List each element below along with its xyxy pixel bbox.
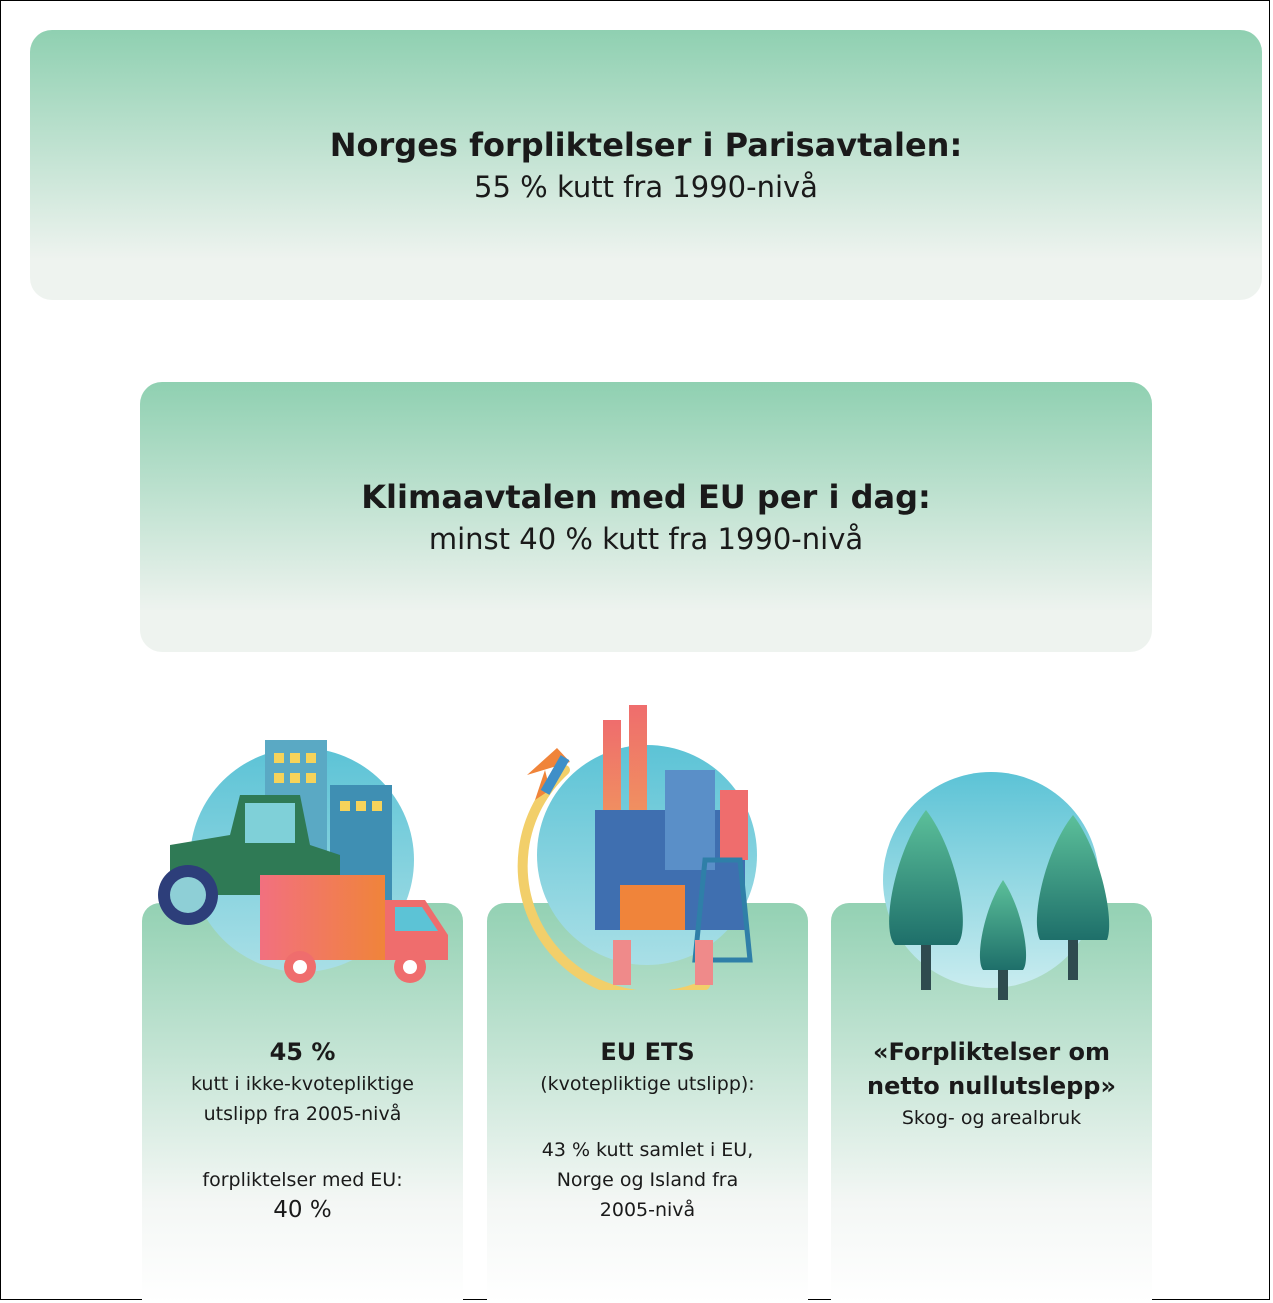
decor-rect bbox=[274, 753, 284, 763]
paris-box: Norges forpliktelser i Parisavtalen: 55 … bbox=[30, 30, 1262, 300]
decor-rect bbox=[613, 940, 631, 985]
card-title: 45 % bbox=[142, 1035, 463, 1069]
illustration-forest bbox=[875, 760, 1115, 1010]
card-text: kutt i ikke-kvotepliktige bbox=[142, 1069, 463, 1099]
spacer bbox=[142, 1129, 463, 1165]
decor-rect bbox=[260, 875, 385, 960]
decor-rect bbox=[356, 801, 366, 811]
decor-rect bbox=[372, 801, 382, 811]
decor-rect bbox=[274, 773, 284, 783]
page: Norges forpliktelser i Parisavtalen: 55 … bbox=[0, 0, 1273, 1294]
card-text: utslipp fra 2005-nivå bbox=[142, 1099, 463, 1129]
decor-rect bbox=[290, 773, 300, 783]
card-text: Skog- og arealbruk bbox=[831, 1103, 1152, 1133]
card-title: EU ETS bbox=[487, 1035, 808, 1069]
card-title: «Forpliktelser om bbox=[831, 1035, 1152, 1069]
decor-rect bbox=[340, 801, 350, 811]
decor-rect bbox=[620, 885, 685, 930]
spacer bbox=[487, 1099, 808, 1135]
eu-title: Klimaavtalen med EU per i dag: bbox=[140, 475, 1152, 519]
paris-title: Norges forpliktelser i Parisavtalen: bbox=[30, 123, 1262, 167]
decor-rect bbox=[306, 753, 316, 763]
eu-subtitle: minst 40 % kutt fra 1990-nivå bbox=[140, 519, 1152, 559]
decor-rect bbox=[665, 770, 715, 870]
decor-rect bbox=[695, 940, 713, 985]
card-title: netto nullutslepp» bbox=[831, 1069, 1152, 1103]
decor-rect bbox=[720, 790, 748, 860]
eu-box: Klimaavtalen med EU per i dag: minst 40 … bbox=[140, 382, 1152, 652]
decor-rect bbox=[290, 753, 300, 763]
decor-circle bbox=[403, 960, 417, 974]
decor-rect bbox=[245, 803, 295, 843]
decor-circle bbox=[170, 877, 206, 913]
card-note: forpliktelser med EU: bbox=[142, 1165, 463, 1195]
decor-circle bbox=[293, 960, 307, 974]
paris-subtitle: 55 % kutt fra 1990-nivå bbox=[30, 167, 1262, 207]
decor-rect bbox=[306, 773, 316, 783]
card-text: (kvotepliktige utslipp): bbox=[487, 1069, 808, 1099]
card-note: Norge og Island fra bbox=[487, 1165, 808, 1195]
illustration-transport bbox=[150, 735, 460, 985]
illustration-industry bbox=[505, 700, 795, 990]
card-note: 43 % kutt samlet i EU, bbox=[487, 1135, 808, 1165]
card-note: 2005-nivå bbox=[487, 1195, 808, 1225]
card-note: 40 % bbox=[142, 1195, 463, 1225]
